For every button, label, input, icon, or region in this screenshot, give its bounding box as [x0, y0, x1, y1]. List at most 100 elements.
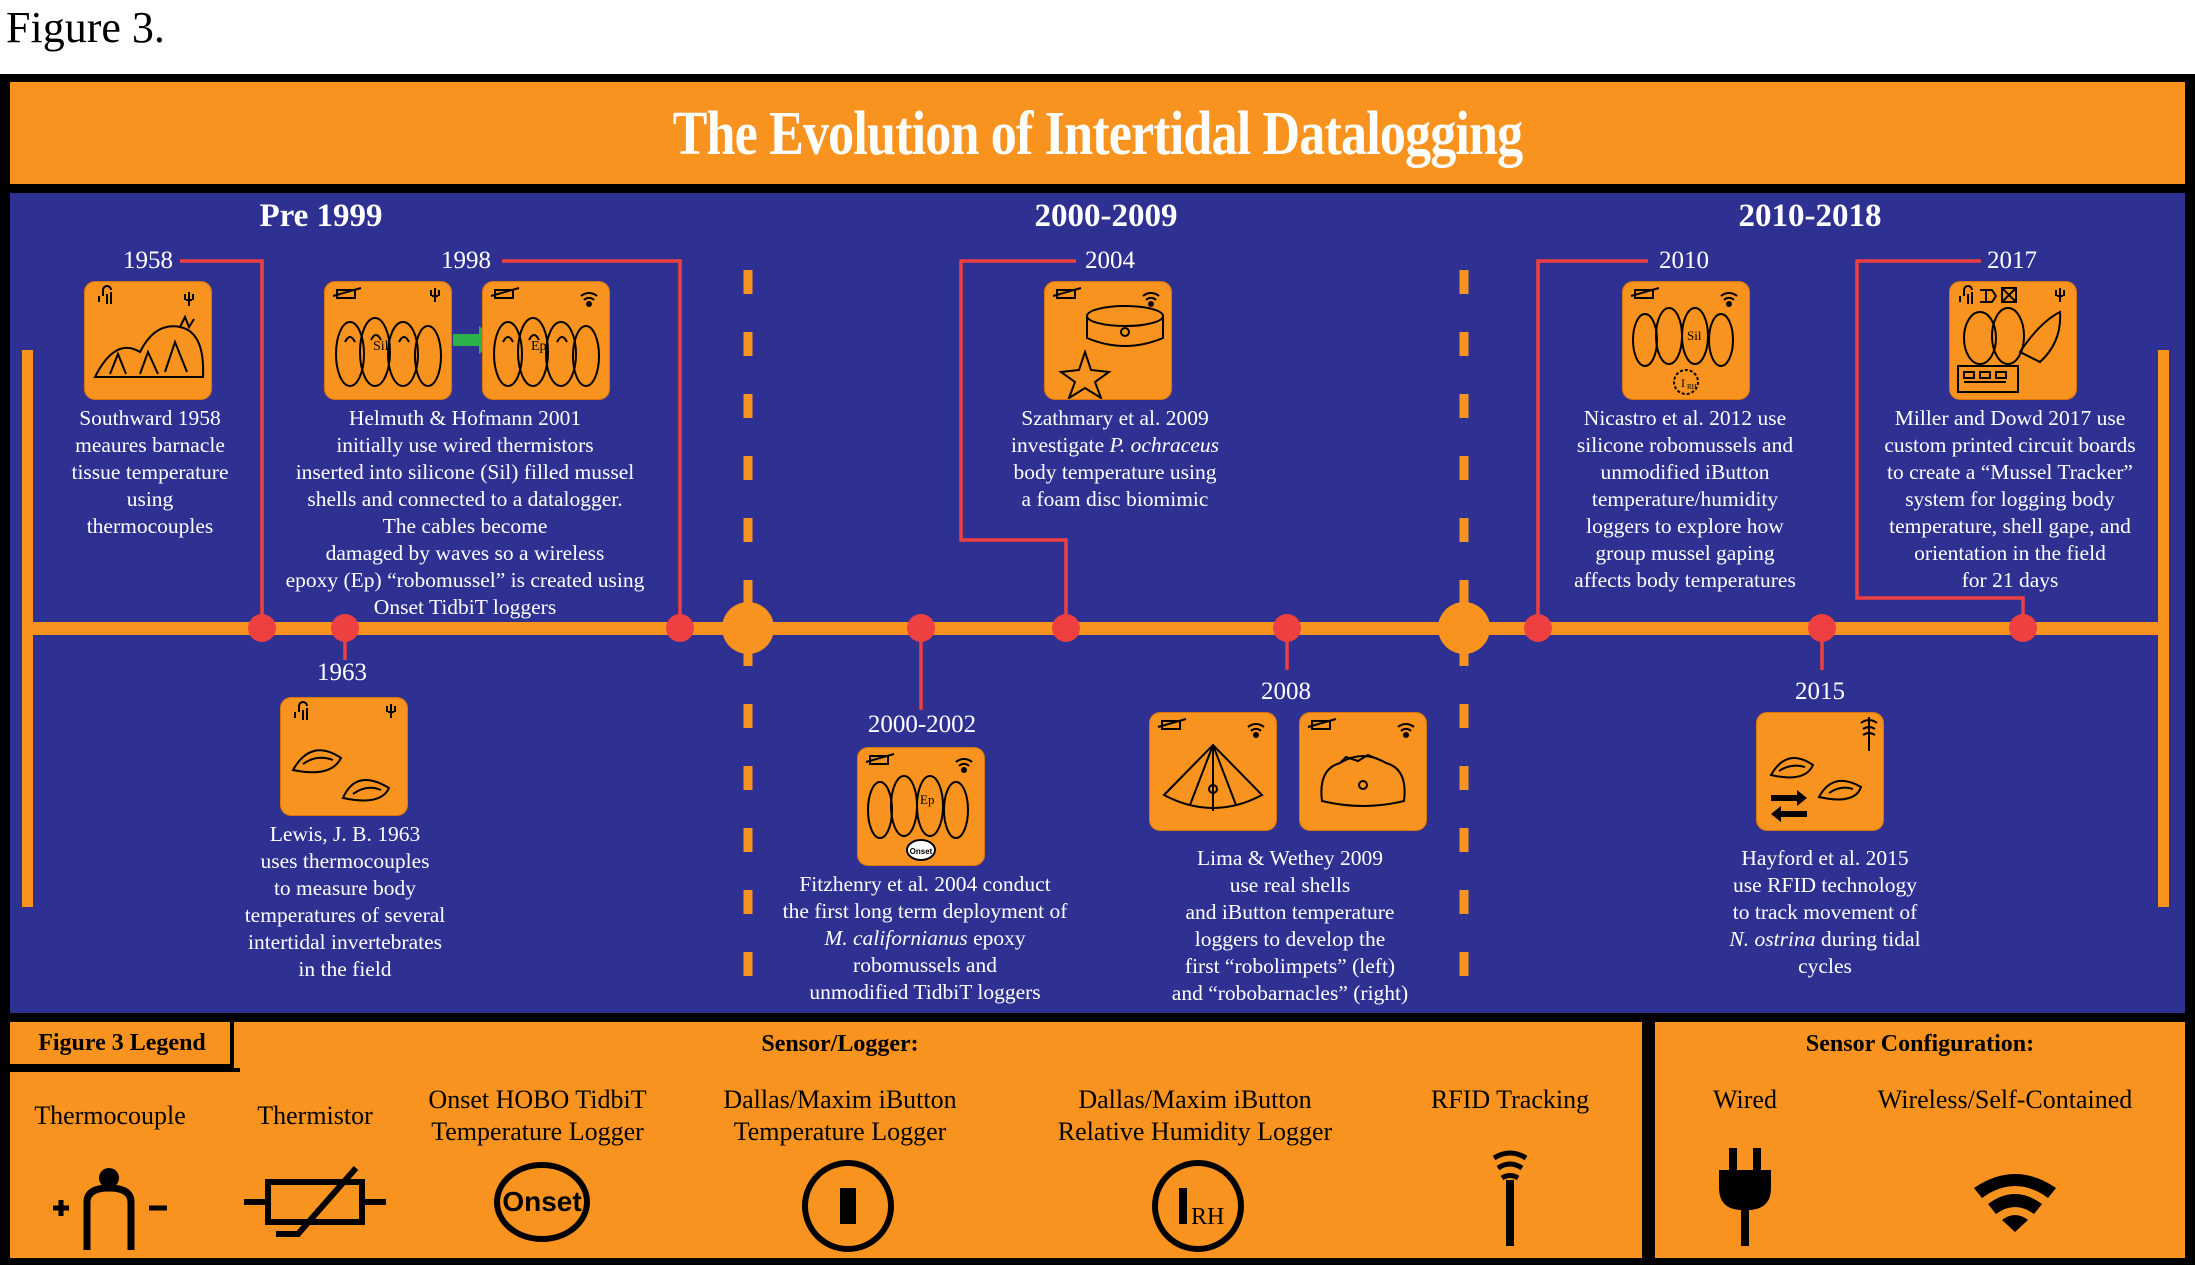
- event-desc-line: affects body temperatures: [1574, 568, 1796, 592]
- event-desc-line: tissue temperature: [71, 460, 229, 484]
- mussel-cluster-icon: Ep: [490, 287, 600, 387]
- event-connectors: [180, 259, 2025, 710]
- event-desc-line: unmodified iButton: [1600, 460, 1770, 484]
- legend-label-rfid: RFID Tracking: [1430, 1085, 1590, 1114]
- ibutton-icon: [802, 1160, 894, 1252]
- event-desc-line: Southward 1958: [79, 406, 221, 430]
- event-desc-line: silicone robomussels and: [1576, 433, 1794, 457]
- event-desc-2004: Szathmary et al. 2009 investigate P. ochr…: [975, 405, 1255, 513]
- legend-label-ibutton: Dallas/Maxim iButton Temperature Logger: [723, 1085, 957, 1146]
- event-desc-line: and “robobarnacles” (right): [1171, 981, 1409, 1005]
- event-card-2008-robolimpet: [1150, 713, 1276, 830]
- barnacle-illustration-icon: [93, 285, 205, 378]
- event-desc-line: shells and connected to a datalogger.: [307, 487, 623, 511]
- rfid-icon: [1492, 1150, 1528, 1246]
- event-desc-line: Miller and Dowd 2017 use: [1894, 406, 2126, 430]
- legend-title: Figure 3 Legend: [38, 1030, 206, 1056]
- event-year: 1958: [123, 247, 173, 274]
- event-desc-2010: Nicastro et al. 2012 use silicone robomus…: [1545, 405, 1825, 594]
- era-heading-2000s: 2000-2009: [1034, 198, 1178, 234]
- legend-config-heading: Sensor Configuration:: [1805, 1031, 2035, 1057]
- event-desc-line: uses thermocouples: [260, 849, 430, 873]
- event-desc-line: Fitzhenry et al. 2004 conduct: [799, 872, 1051, 896]
- event-desc-line: orientation in the field: [1914, 541, 2106, 565]
- era-nodes: [722, 602, 1490, 654]
- figure-label: Figure 3.: [6, 3, 165, 52]
- event-desc-line: meaures barnacle: [75, 433, 225, 457]
- svg-text:Sil: Sil: [373, 339, 389, 354]
- legend-label-thermocouple: Thermocouple: [34, 1101, 186, 1130]
- event-desc-line: and iButton temperature: [1185, 900, 1395, 924]
- event-desc-line: loggers to develop the: [1194, 927, 1386, 951]
- figure-title: The Evolution of Intertidal Datalogging: [672, 100, 1524, 168]
- legend-sensor-heading: Sensor/Logger:: [761, 1031, 919, 1057]
- svg-text:Ep: Ep: [531, 339, 547, 354]
- event-desc-2000-2002: Fitzhenry et al. 2004 conduct the first l…: [760, 871, 1090, 1006]
- event-desc-line: body temperature using: [1013, 460, 1217, 484]
- event-year: 1963: [317, 659, 367, 686]
- legend-label-thermistor: Thermistor: [257, 1101, 373, 1130]
- event-year: 2017: [1987, 247, 2037, 274]
- event-desc-line: first “robolimpets” (left): [1184, 954, 1396, 978]
- event-desc-line: system for logging body: [1905, 487, 2115, 511]
- legend-title-underline: [10, 1068, 240, 1072]
- event-desc-line: robomussels and: [853, 953, 997, 977]
- event-card-2010: Sil I RH: [1623, 282, 1749, 399]
- rfid-snail-icon: [1769, 717, 1878, 822]
- svg-text:RH: RH: [1191, 1204, 1224, 1230]
- event-desc-line: Onset TidbiT loggers: [373, 595, 557, 619]
- timeline-axis: [22, 622, 2169, 635]
- legend-sensor-panel: [10, 1022, 1642, 1258]
- event-desc-line: Lima & Wethey 2009: [1197, 846, 1383, 870]
- event-desc-line: use RFID technology: [1733, 873, 1917, 897]
- event-desc-line: epoxy (Ep) “robomussel” is created using: [285, 568, 645, 592]
- event-desc-line: to track movement of: [1732, 900, 1918, 924]
- event-card-2004: [1045, 282, 1171, 401]
- era-heading-2010s: 2010-2018: [1738, 198, 1882, 234]
- svg-text:Onset: Onset: [910, 847, 933, 856]
- thermocouple-icon: [53, 1168, 167, 1250]
- legend-title-box: [10, 1022, 234, 1068]
- event-desc-line: custom printed circuit boards: [1884, 433, 2136, 457]
- snail-shells-icon: [291, 701, 396, 802]
- ibutton-rh-icon: RH: [1152, 1160, 1244, 1252]
- event-card-1998-wireless: Ep: [483, 282, 609, 399]
- event-desc-line: Nicastro et al. 2012 use: [1583, 406, 1787, 430]
- event-desc-line: to measure body: [273, 876, 417, 900]
- event-desc-2008: Lima & Wethey 2009 use real shells and iBu…: [1135, 845, 1445, 1007]
- event-desc-line: M. californianus epoxy: [824, 926, 1026, 950]
- era-heading-pre1999: Pre 1999: [259, 198, 383, 234]
- event-desc-line: Szathmary et al. 2009: [1021, 406, 1209, 430]
- event-desc-line: for 21 days: [1961, 568, 2059, 592]
- event-desc-line: Lewis, J. B. 1963: [269, 822, 421, 846]
- event-desc-line: using: [126, 487, 174, 511]
- event-desc-line: group mussel gaping: [1595, 541, 1775, 565]
- mussel-tracker-icon: [1957, 285, 2065, 393]
- event-desc-line: temperature/humidity: [1591, 487, 1779, 511]
- event-card-1958: [85, 282, 211, 399]
- barnacle-shell-icon: [1307, 718, 1415, 807]
- event-card-2008-robobarnacle: [1300, 713, 1426, 830]
- event-desc-line: Hayford et al. 2015: [1741, 846, 1909, 870]
- event-year: 2010: [1659, 247, 1709, 274]
- foam-disc-seastar-icon: [1052, 287, 1164, 401]
- epoxy-robomussel-icon: Onset Ep: [865, 753, 973, 861]
- wifi-icon: [1974, 1174, 2056, 1232]
- event-year: 2015: [1795, 678, 1845, 705]
- event-desc-line: to create a “Mussel Tracker”: [1887, 460, 2133, 484]
- event-desc-1958: Southward 1958 meaures barnacle tissue tem…: [30, 405, 270, 540]
- svg-text:Onset: Onset: [502, 1186, 581, 1217]
- legend-label-wired: Wired: [1713, 1085, 1777, 1114]
- event-year: 2000-2002: [867, 711, 977, 738]
- svg-text:Ep: Ep: [920, 792, 934, 807]
- event-desc-line: The cables become: [382, 514, 548, 538]
- event-card-2015: [1757, 713, 1883, 830]
- event-desc-line: unmodified TidbiT loggers: [809, 980, 1041, 1004]
- event-year: 2004: [1085, 247, 1135, 274]
- event-desc-line: thermocouples: [86, 514, 214, 538]
- event-desc-line: damaged by waves so a wireless: [325, 541, 605, 565]
- event-desc-line: the first long term deployment of: [782, 899, 1068, 923]
- event-desc-line: initially use wired thermistors: [336, 433, 594, 457]
- event-desc-line: inserted into silicone (Sil) filled muss…: [295, 460, 635, 484]
